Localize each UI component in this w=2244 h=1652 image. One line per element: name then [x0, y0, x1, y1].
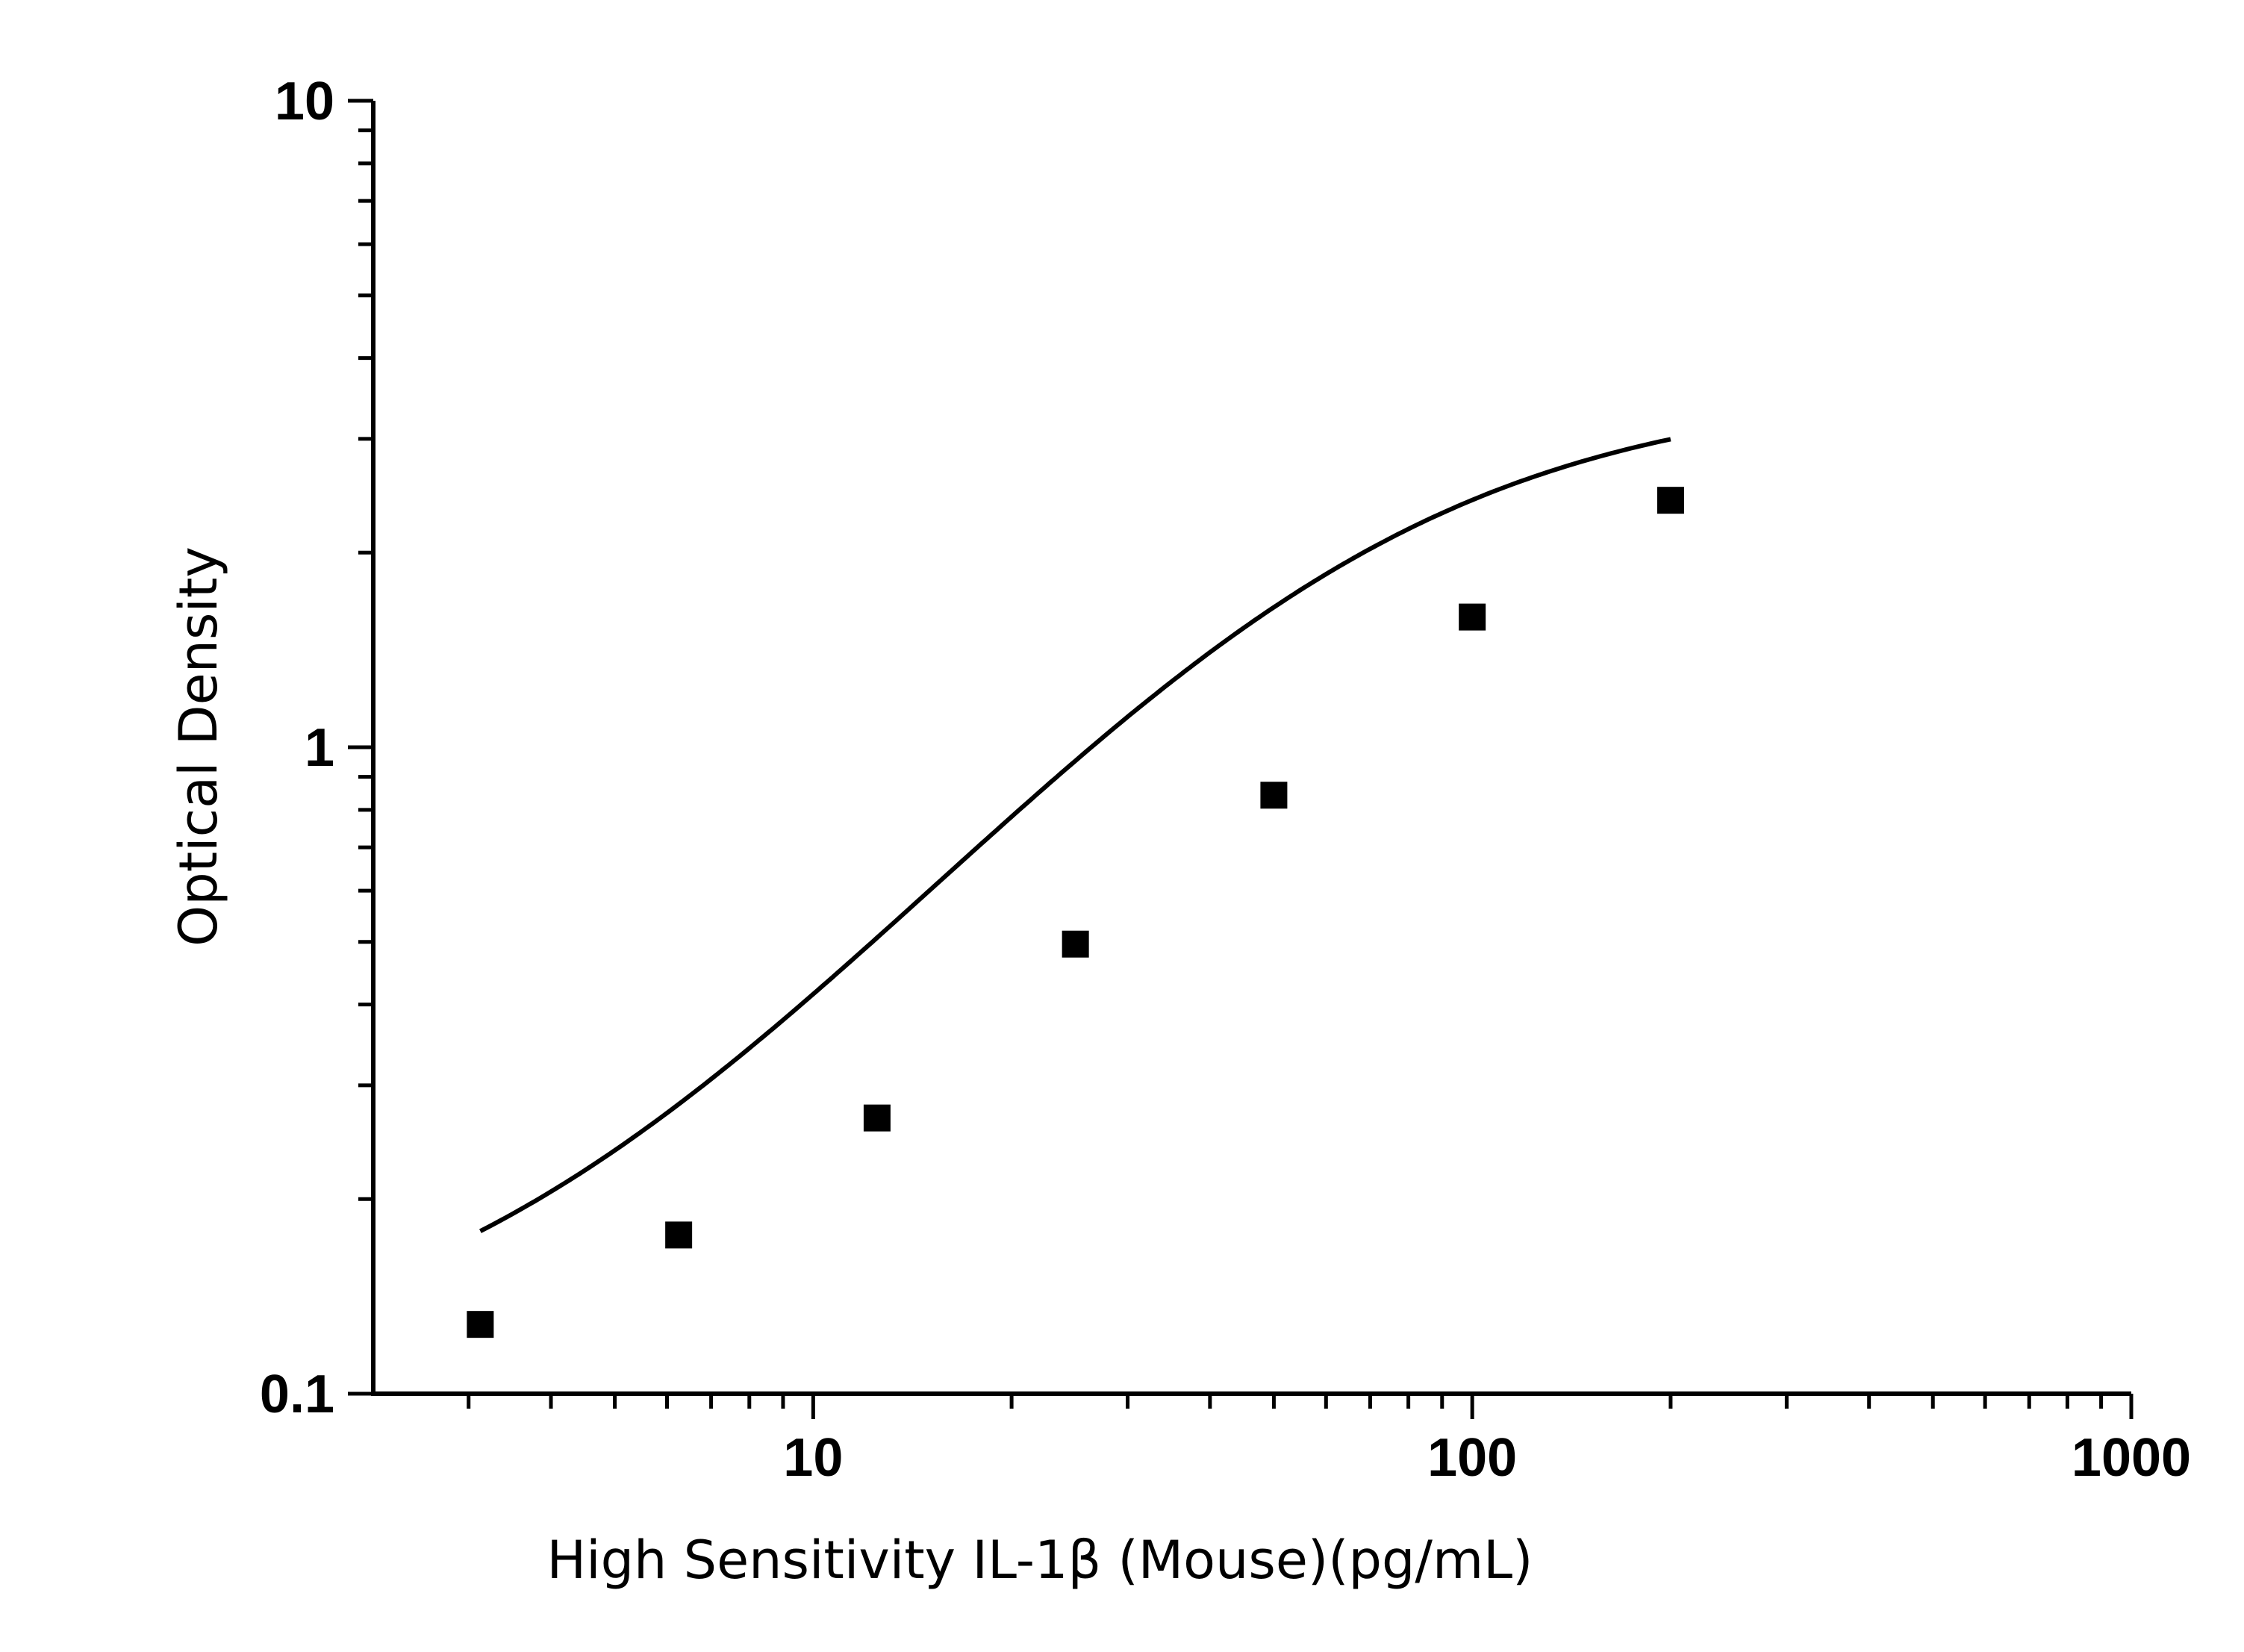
- data-point-marker: [1260, 782, 1288, 809]
- data-point-marker: [665, 1221, 693, 1249]
- fit-curve: [479, 437, 1671, 1233]
- data-point-marker: [1062, 930, 1089, 958]
- data-point-marker: [467, 1311, 494, 1338]
- x-axis-title: High Sensitivity IL-1β (Mouse)(pg/mL): [547, 1530, 1533, 1591]
- x-tick-label: 10: [783, 1428, 843, 1488]
- y-tick-label: 10: [275, 72, 334, 131]
- data-point-marker: [1656, 487, 1684, 514]
- y-axis-title: Optical Density: [168, 546, 229, 947]
- x-tick-label: 100: [1427, 1428, 1517, 1488]
- x-tick-label: 1000: [2072, 1428, 2191, 1488]
- y-tick-label: 0.1: [260, 1365, 334, 1424]
- y-tick-label: 1: [305, 718, 334, 778]
- data-point-marker: [1459, 603, 1486, 631]
- plot-area: 0.1 1 10 10 100 1000: [260, 72, 2191, 1488]
- data-point-marker: [863, 1104, 891, 1132]
